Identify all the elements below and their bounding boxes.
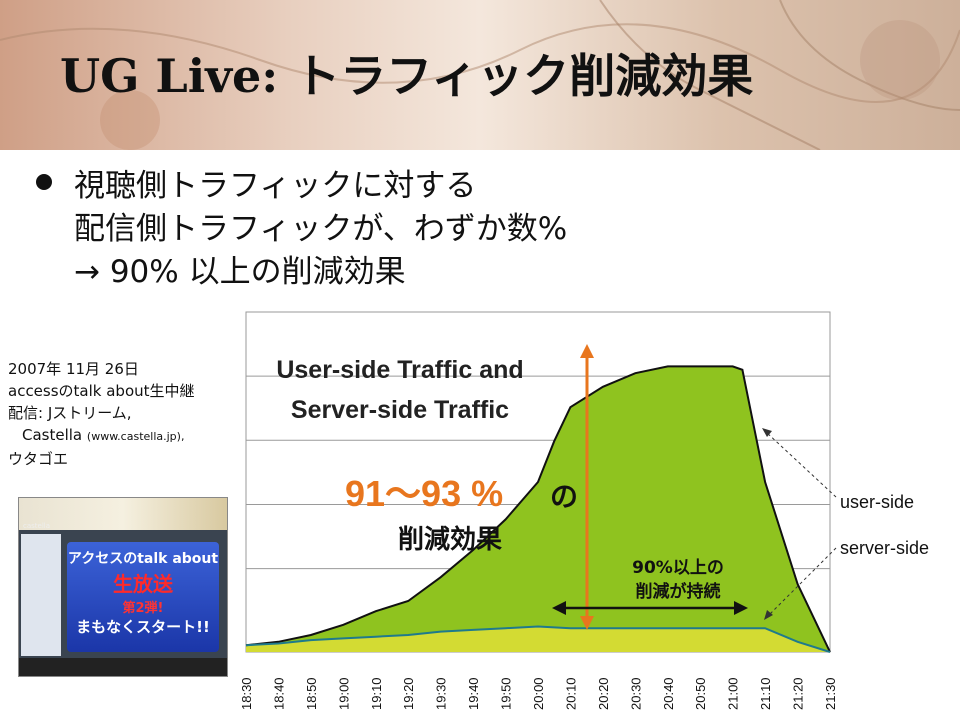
thumbnail-line-4: まもなくスタート!! bbox=[76, 618, 210, 636]
x-tick-label: 19:40 bbox=[466, 677, 481, 710]
thumbnail-sidebar bbox=[21, 534, 61, 656]
thumbnail-brand: castella bbox=[23, 522, 51, 530]
reduction-arrow-head-top bbox=[580, 344, 594, 358]
user-side-area bbox=[246, 366, 830, 652]
thumbnail-line-2: 生放送 bbox=[113, 572, 173, 596]
event-note: 2007年 11月 26日 accessのtalk about生中継 配信: J… bbox=[8, 358, 195, 470]
sustained-arrow-head-right bbox=[734, 601, 748, 615]
server-side-label: server-side bbox=[840, 538, 929, 558]
x-tick-label: 20:30 bbox=[628, 677, 643, 710]
note-castella: Castella bbox=[22, 426, 83, 444]
x-tick-label: 20:50 bbox=[693, 677, 708, 710]
note-delivery: 配信: Jストリーム, bbox=[8, 404, 132, 422]
chart-annotation-title-1: User-side Traffic and bbox=[276, 356, 523, 384]
header-banner: UG Live: トラフィック削減効果 bbox=[0, 0, 960, 150]
x-tick-label: 18:40 bbox=[271, 677, 286, 710]
x-tick-label: 19:10 bbox=[369, 677, 384, 710]
x-tick-label: 21:10 bbox=[758, 677, 773, 710]
chart-annotation-title-2: Server-side Traffic bbox=[291, 396, 509, 424]
bullet-line-3: → 90% 以上の削減効果 bbox=[74, 254, 406, 290]
reduction-label: 削減効果 bbox=[398, 524, 502, 555]
x-tick-label: 20:40 bbox=[661, 677, 676, 710]
x-axis-ticks: 18:30 18:40 18:50 19:00 19:10 19:20 19:30 19:40… bbox=[239, 677, 838, 710]
reduction-suffix: の bbox=[550, 480, 578, 513]
bullet-line-2: 配信側トラフィックが、わずか数% bbox=[74, 211, 568, 247]
thumbnail-line-1: アクセスのtalk about bbox=[67, 551, 219, 567]
sustained-label-1: 90%以上の bbox=[632, 558, 724, 578]
x-tick-label: 19:30 bbox=[434, 677, 449, 710]
x-tick-label: 21:30 bbox=[823, 677, 838, 710]
note-url: (www.castella.jp), bbox=[86, 430, 185, 443]
x-tick-label: 21:00 bbox=[726, 677, 741, 710]
x-tick-label: 21:20 bbox=[791, 677, 806, 710]
x-tick-label: 19:00 bbox=[336, 677, 351, 710]
reduction-value: 91～93 % bbox=[345, 473, 503, 514]
broadcast-thumbnail: castella アクセスのtalk about 生放送 第2弾! まもなくスタ… bbox=[18, 497, 228, 677]
thumbnail-header bbox=[19, 498, 227, 530]
server-side-pointer bbox=[767, 547, 837, 617]
note-event: accessのtalk about生中継 bbox=[8, 382, 195, 400]
x-tick-label: 19:20 bbox=[401, 677, 416, 710]
x-tick-label: 18:30 bbox=[239, 677, 254, 710]
x-tick-label: 20:00 bbox=[531, 677, 546, 710]
note-date: 2007年 11月 26日 bbox=[8, 360, 139, 378]
thumbnail-banner: アクセスのtalk about 生放送 第2弾! まもなくスタート!! bbox=[67, 542, 219, 652]
bullet-line-1: 視聴側トラフィックに対する bbox=[74, 168, 477, 204]
sustained-label-2: 削減が持続 bbox=[636, 581, 721, 602]
sustained-arrow-head-left bbox=[552, 601, 566, 615]
user-side-line bbox=[245, 365, 831, 653]
x-tick-label: 20:10 bbox=[563, 677, 578, 710]
x-tick-label: 19:50 bbox=[499, 677, 514, 710]
user-side-pointer-head bbox=[762, 428, 772, 437]
map-background bbox=[0, 0, 960, 150]
user-side-label: user-side bbox=[840, 492, 914, 512]
bullet-dot bbox=[36, 174, 52, 190]
note-utagoe: ウタゴエ bbox=[8, 450, 69, 468]
user-side-pointer bbox=[765, 431, 837, 498]
reduction-arrow-head-bottom bbox=[580, 616, 594, 630]
x-tick-label: 20:20 bbox=[596, 677, 611, 710]
server-side-line bbox=[245, 625, 831, 653]
slide-title: UG Live: トラフィック削減効果 bbox=[60, 49, 754, 103]
x-tick-label: 18:50 bbox=[304, 677, 319, 710]
thumbnail-line-3: 第2弾! bbox=[122, 601, 164, 616]
server-side-area bbox=[246, 626, 830, 652]
player-controls bbox=[19, 658, 227, 676]
server-side-pointer-head bbox=[764, 610, 773, 620]
